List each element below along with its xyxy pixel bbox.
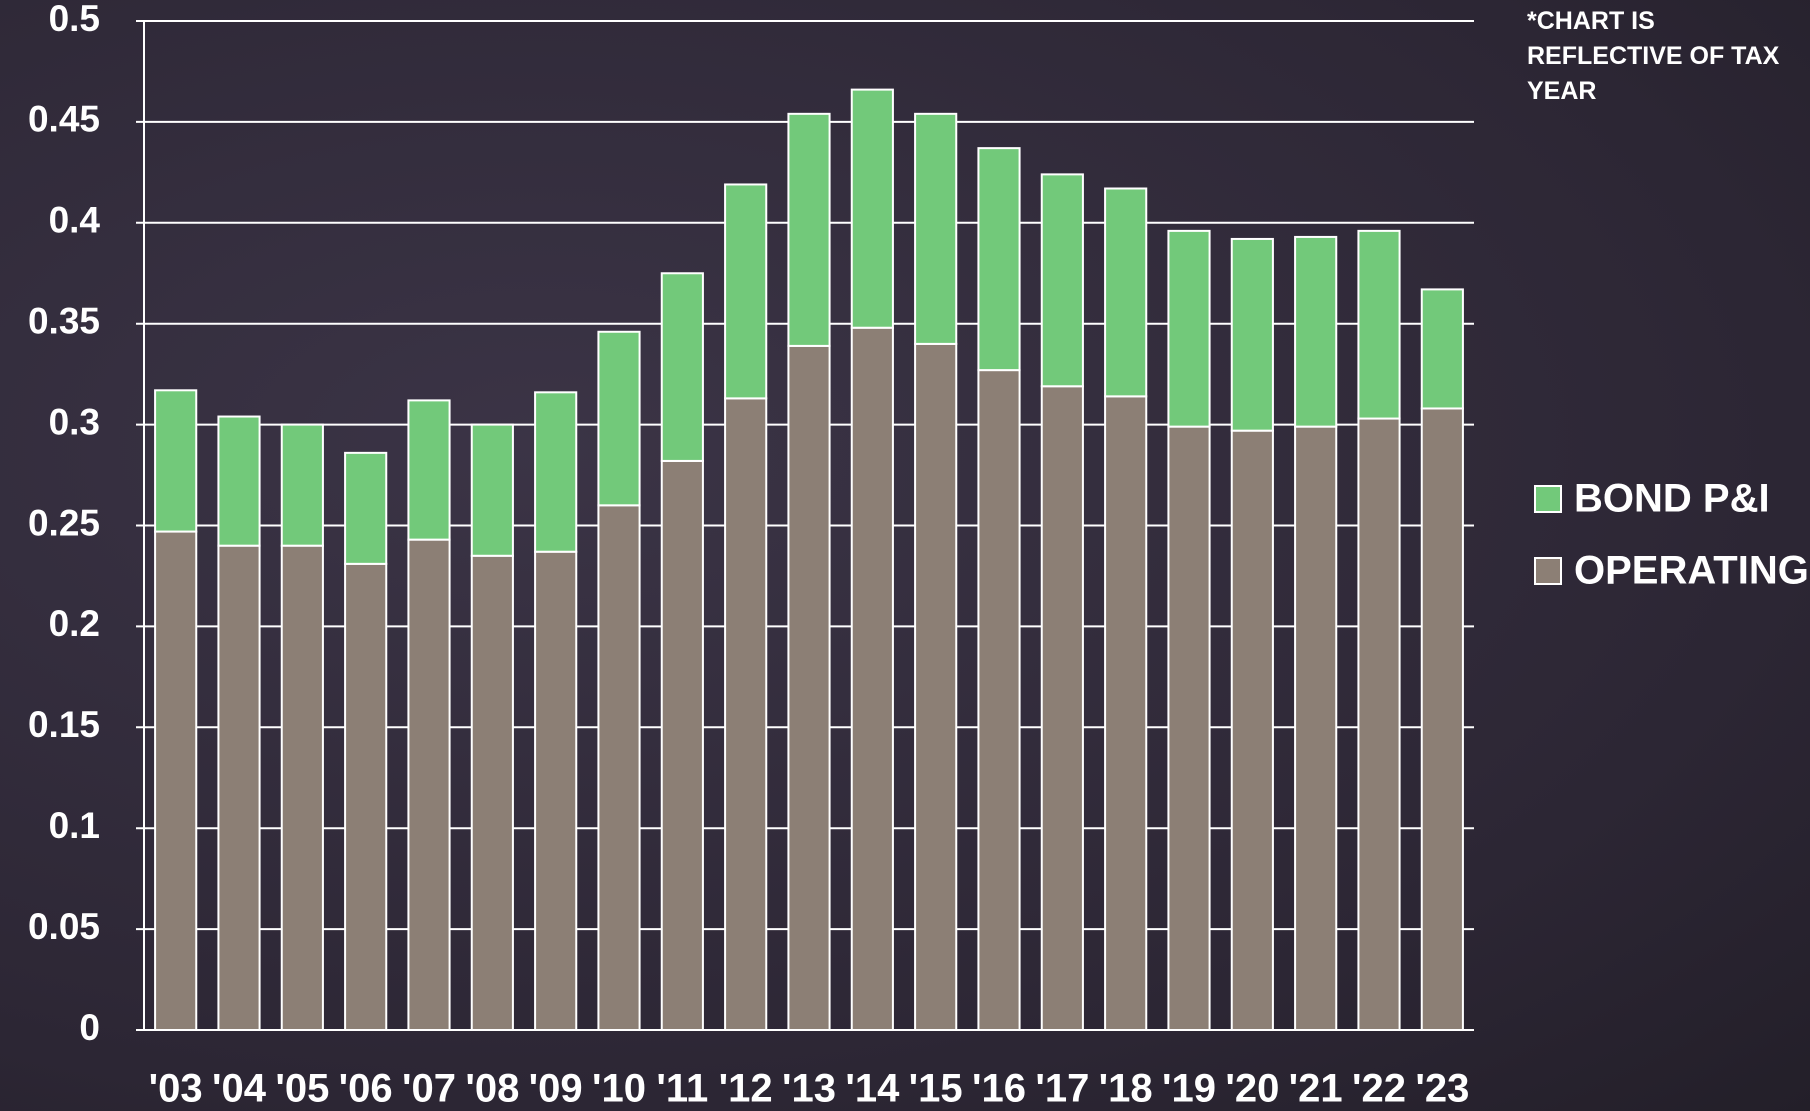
bar-segment (1104, 187, 1148, 398)
x-tick-label: '04 (212, 1067, 267, 1111)
bar-segment (724, 183, 768, 400)
y-tick-label: 0.45 (28, 99, 100, 140)
bar-segment (534, 391, 578, 553)
bar-segment (407, 538, 451, 1031)
bar-segment (1104, 395, 1148, 1031)
x-tick-label: '16 (972, 1067, 1026, 1111)
bar-segment (217, 415, 261, 547)
y-tick-label: 0.05 (28, 906, 100, 947)
y-tick-label: 0.15 (28, 704, 100, 745)
bar-segment (1167, 425, 1211, 1032)
legend-swatch (1534, 485, 1562, 513)
x-tick-label: '13 (782, 1067, 836, 1111)
bar-segment (470, 423, 514, 557)
y-tick-label: 0.4 (49, 200, 101, 241)
bar-segment (914, 112, 958, 345)
bar-segment (1040, 385, 1084, 1031)
x-tick-label: '22 (1352, 1067, 1406, 1111)
annotation: *CHART IS REFLECTIVE OF TAX YEAR (1527, 7, 1780, 105)
bar-segment (344, 562, 388, 1031)
x-tick-label: '10 (592, 1067, 646, 1111)
bar-segment (914, 342, 958, 1031)
y-tick-label: 0.25 (28, 502, 100, 543)
bar-segment (217, 544, 261, 1031)
bar-segment (850, 326, 894, 1031)
x-tick-label: '14 (845, 1067, 900, 1111)
legend-swatch (1534, 557, 1562, 585)
bar-segment (660, 459, 704, 1031)
bar-segment (280, 544, 324, 1031)
x-tick-label: '08 (465, 1067, 519, 1111)
bar-segment (660, 272, 704, 462)
x-tick-label: '09 (529, 1067, 583, 1111)
bar-segment (597, 330, 641, 507)
bar-segment (470, 554, 514, 1032)
bar-segment (1230, 237, 1274, 432)
x-tick-label: '12 (719, 1067, 773, 1111)
legend-label: OPERATING (1574, 549, 1809, 593)
x-tick-label: '20 (1225, 1067, 1279, 1111)
bar-segment (850, 88, 894, 329)
bar-segment (977, 147, 1021, 372)
bar-segment (1357, 417, 1401, 1031)
bar-segment (280, 423, 324, 547)
x-tick-label: '05 (275, 1067, 329, 1111)
x-tick-label: '11 (656, 1067, 708, 1111)
x-tick-label: '06 (339, 1067, 393, 1111)
bar-segment (1420, 407, 1464, 1031)
bar-segment (154, 389, 198, 533)
y-tick-label: 0.2 (49, 603, 100, 644)
x-tick-label: '23 (1415, 1067, 1469, 1111)
bar-segment (1294, 425, 1338, 1032)
bar-segment (787, 344, 831, 1031)
y-tick-label: 0 (79, 1007, 100, 1048)
bar-segment (407, 399, 451, 541)
bar-segment (1357, 229, 1401, 420)
x-tick-label: '07 (402, 1067, 456, 1111)
bar-segment (1230, 429, 1274, 1031)
x-tick-label: '15 (909, 1067, 963, 1111)
x-tick-label: '18 (1099, 1067, 1153, 1111)
x-tick-label: '17 (1035, 1067, 1089, 1111)
x-tick-label: '21 (1289, 1067, 1343, 1111)
bar-segment (1294, 235, 1338, 428)
bar-segment (597, 504, 641, 1031)
bar-segment (344, 451, 388, 565)
x-tick-label: '19 (1162, 1067, 1216, 1111)
bar-segment (534, 550, 578, 1031)
bar-segment (977, 369, 1021, 1031)
bar-segment (787, 112, 831, 347)
bar-segment (1420, 288, 1464, 410)
bar-segment (1040, 173, 1084, 388)
y-tick-label: 0.1 (49, 805, 100, 846)
legend-label: BOND P&I (1574, 477, 1770, 521)
bar-segment (154, 530, 198, 1032)
y-tick-label: 0.35 (28, 300, 100, 341)
y-tick-label: 0.3 (49, 401, 100, 442)
x-tick-label: '03 (149, 1067, 203, 1111)
bar-segment (1167, 229, 1211, 428)
bar-segment (724, 397, 768, 1031)
y-tick-label: 0.5 (49, 0, 100, 39)
